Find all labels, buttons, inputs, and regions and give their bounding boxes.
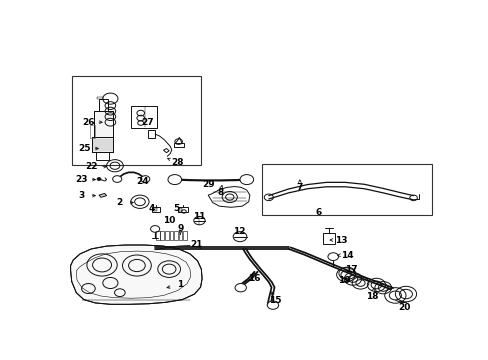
Text: 4: 4 [148,204,155,213]
Text: 18: 18 [365,292,377,301]
Circle shape [267,301,278,309]
Bar [94,111,112,138]
Bar [169,231,173,240]
Text: 6: 6 [315,208,321,217]
Bar [92,138,113,152]
Text: 9: 9 [177,224,183,233]
Bar [131,106,157,128]
Text: 29: 29 [202,180,214,189]
Circle shape [240,175,253,185]
Text: 15: 15 [268,296,281,305]
Bar [97,97,102,99]
Bar [178,207,187,212]
Bar [160,231,164,240]
Circle shape [112,176,122,183]
Circle shape [97,177,101,180]
Text: 27: 27 [141,118,154,127]
Text: 20: 20 [397,303,409,312]
Text: 23: 23 [76,175,88,184]
Text: 11: 11 [193,212,205,221]
Text: 26: 26 [82,118,95,127]
Text: 3: 3 [79,191,85,200]
Bar [164,231,168,240]
Bar [99,99,108,111]
Text: 1: 1 [177,280,183,289]
Circle shape [235,284,246,292]
Bar [94,111,112,138]
Text: 14: 14 [340,251,353,260]
Bar [183,231,186,240]
Bar [147,130,155,138]
Text: 21: 21 [190,240,203,249]
Bar [153,208,157,211]
Bar [178,208,182,212]
Polygon shape [70,245,202,304]
Bar [96,152,109,160]
Text: 10: 10 [163,216,175,225]
Bar [262,164,431,215]
Bar [72,76,200,165]
Text: 17: 17 [344,265,357,274]
Text: 5: 5 [173,204,180,213]
Text: 12: 12 [232,227,245,236]
Text: 8: 8 [217,188,223,197]
Bar [92,138,113,152]
Circle shape [141,176,149,183]
Bar [322,233,334,244]
Text: 13: 13 [335,235,347,244]
Text: 28: 28 [171,158,183,167]
Bar [156,231,159,240]
Bar [174,143,183,147]
Text: 25: 25 [78,144,91,153]
Text: 22: 22 [85,162,98,171]
Bar [178,231,182,240]
Bar [174,231,178,240]
Text: 2: 2 [117,198,123,207]
Bar [89,125,95,138]
Text: 24: 24 [136,177,149,186]
Circle shape [168,175,181,185]
Bar [152,207,160,212]
Text: 16: 16 [247,274,260,283]
Text: 19: 19 [338,276,350,285]
Polygon shape [99,193,106,197]
Text: 7: 7 [296,183,303,192]
